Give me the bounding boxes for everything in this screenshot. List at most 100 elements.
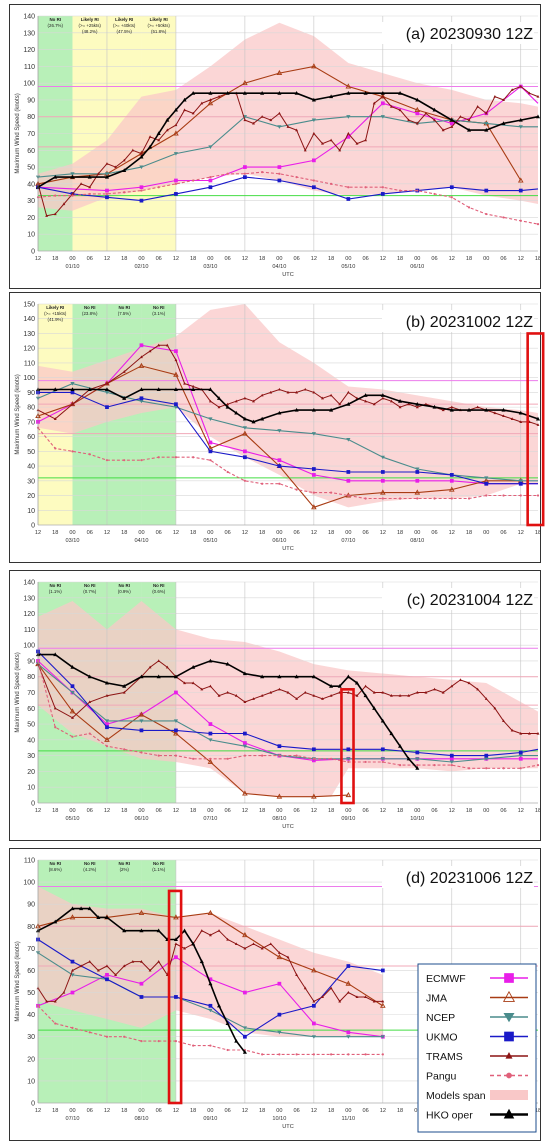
series-point-trams — [174, 942, 178, 946]
series-point-trams — [346, 990, 350, 994]
highlight-box-0 — [167, 889, 183, 1105]
series-point-pangu — [209, 176, 212, 179]
series-point-trams — [519, 84, 523, 88]
x-date-label: 11/10 — [342, 1116, 356, 1122]
series-point-jma — [311, 793, 317, 799]
series-point-pangu — [364, 497, 367, 500]
series-point-pangu — [88, 192, 91, 196]
series-point-pangu — [364, 760, 367, 764]
series-point-hko — [363, 91, 368, 95]
series-point-pangu — [278, 172, 281, 175]
y-tick-label: 110 — [24, 858, 35, 865]
x-tick-label: 12 — [35, 808, 41, 814]
series-point-trams — [510, 88, 514, 91]
series-point-ukmo — [346, 197, 351, 201]
x-tick-label: 18 — [52, 530, 58, 536]
x-tick-label: 12 — [380, 256, 386, 262]
x-tick-label: 00 — [69, 808, 75, 814]
x-tick-label: 00 — [276, 1108, 282, 1114]
series-point-pangu — [71, 450, 74, 453]
x-tick-label: 18 — [259, 256, 265, 262]
series-point-trams — [183, 108, 186, 112]
x-tick-label: 00 — [345, 256, 351, 262]
series-point-trams — [519, 420, 523, 423]
x-date-label: 01/10 — [65, 264, 79, 270]
series-point-hko — [415, 401, 420, 406]
x-tick-label: 18 — [397, 1108, 403, 1114]
series-point-hko — [501, 121, 506, 125]
series-point-hko — [173, 387, 178, 391]
y-tick-label: 20 — [27, 215, 35, 222]
series-point-trams — [191, 384, 195, 388]
series-point-ukmo — [243, 455, 247, 460]
series-point-ncep — [70, 172, 75, 176]
x-axis-label: UTC — [282, 1124, 294, 1130]
series-point-trams — [303, 986, 307, 990]
series-point-pangu — [226, 1048, 229, 1052]
x-tick-label: 00 — [207, 530, 213, 536]
series-point-pangu — [329, 757, 333, 760]
series-point-jma — [242, 430, 248, 436]
series-point-trams — [372, 690, 376, 694]
series-point-trams — [295, 390, 299, 394]
y-tick-label: 20 — [27, 1056, 35, 1063]
series-point-ecmwf — [311, 1021, 316, 1026]
series-point-trams — [372, 402, 376, 406]
ri-band-label: No RI — [118, 861, 129, 866]
series-point-trams — [321, 995, 324, 999]
series-point-trams — [450, 125, 454, 128]
series-point-pangu — [536, 494, 540, 497]
x-tick-label: 12 — [104, 808, 110, 814]
x-tick-label: 18 — [190, 1108, 196, 1114]
series-point-trams — [62, 990, 66, 994]
x-tick-label: 06 — [362, 1108, 368, 1114]
series-point-hko — [148, 144, 153, 149]
y-tick-label: 0 — [31, 523, 35, 530]
series-point-hko — [234, 410, 239, 415]
series-point-trams — [208, 399, 212, 403]
series-point-ecmwf — [208, 722, 213, 726]
x-date-label: 10/10 — [410, 816, 424, 822]
series-point-jma — [138, 711, 145, 717]
y-axis-label: Maximum Wind Speed (knots) — [15, 652, 21, 732]
series-point-pangu — [381, 1053, 384, 1056]
series-point-hko — [484, 407, 489, 412]
series-point-trams — [131, 959, 135, 963]
series-point-hko — [363, 393, 368, 397]
x-date-label: 02/10 — [134, 264, 148, 270]
x-tick-label: 00 — [414, 1108, 420, 1114]
x-tick-label: 00 — [414, 256, 420, 262]
series-point-ukmo — [380, 968, 385, 973]
series-point-hko — [294, 407, 299, 412]
series-point-ncep — [346, 757, 351, 761]
series-point-hko — [122, 396, 127, 400]
x-tick-label: 12 — [104, 530, 110, 536]
series-point-hko — [415, 766, 420, 770]
series-point-ecmwf — [277, 981, 282, 986]
series-point-trams — [174, 358, 178, 362]
x-tick-label: 12 — [35, 256, 41, 262]
series-point-trams — [234, 399, 238, 403]
series-point-pangu — [88, 1031, 91, 1034]
x-tick-label: 06 — [500, 256, 506, 262]
series-point-hko — [346, 91, 351, 95]
series-point-ncep — [208, 738, 213, 742]
y-tick-label: 130 — [23, 595, 35, 602]
series-point-trams — [88, 959, 92, 963]
series-point-pangu — [329, 182, 333, 185]
series-point-trams — [148, 968, 152, 972]
x-date-label: 08/10 — [410, 538, 424, 544]
series-point-ukmo — [518, 188, 523, 193]
series-point-hko — [70, 665, 75, 669]
series-point-hko — [294, 91, 299, 95]
x-tick-label: 12 — [242, 1108, 248, 1114]
series-point-ncep — [311, 432, 316, 436]
x-tick-label: 18 — [466, 256, 472, 262]
series-point-ukmo — [346, 470, 351, 474]
series-point-trams — [467, 681, 471, 685]
series-point-ecmwf — [449, 121, 454, 126]
series-point-ukmo — [346, 747, 351, 752]
series-point-hko — [380, 393, 385, 397]
series-point-hko — [535, 114, 541, 119]
